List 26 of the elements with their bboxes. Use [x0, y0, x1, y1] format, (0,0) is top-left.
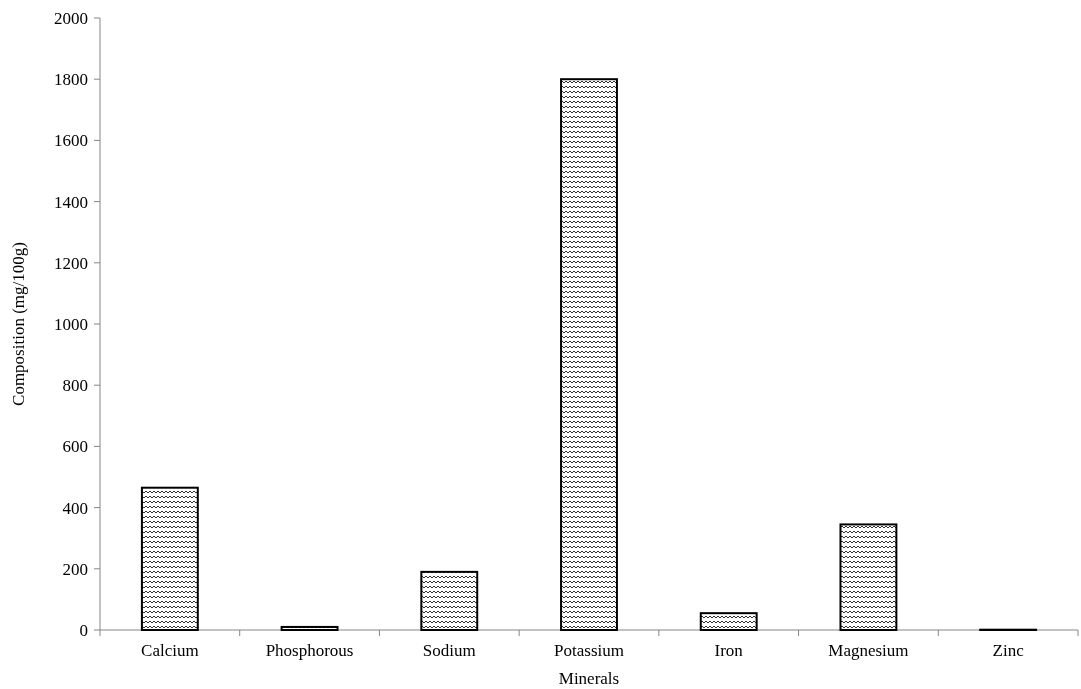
- y-tick-label: 600: [62, 437, 88, 457]
- x-tick-label: Sodium: [422, 641, 476, 660]
- x-tick-label: Zinc: [992, 641, 1025, 660]
- x-tick-label: Magnesium: [828, 641, 909, 660]
- x-axis-title: Minerals: [558, 669, 620, 688]
- y-axis-title: Composition (mg/100g): [9, 242, 28, 406]
- y-tick-label: 1000: [54, 314, 88, 334]
- bar: [140, 486, 199, 631]
- y-tick-label: 1400: [54, 192, 88, 212]
- x-tick-label: Phosphorous: [265, 641, 354, 660]
- bar: [560, 78, 618, 631]
- y-tick-label: 400: [62, 498, 88, 518]
- y-tick-label: 200: [62, 559, 88, 579]
- y-tick-label: 1200: [54, 253, 88, 273]
- y-tick-label: 800: [62, 376, 88, 396]
- x-tick-label: Calcium: [141, 641, 199, 660]
- bar: [280, 625, 339, 631]
- bar: [699, 612, 758, 631]
- x-tick-label: Potassium: [554, 641, 624, 660]
- bar: [839, 523, 898, 631]
- y-tick-label: 1800: [54, 70, 88, 90]
- y-tick-label: 2000: [54, 8, 88, 28]
- bar: [420, 570, 479, 631]
- y-tick-label: 1600: [54, 131, 88, 151]
- x-tick-label: Iron: [714, 641, 744, 660]
- y-tick-label: 0: [79, 620, 88, 640]
